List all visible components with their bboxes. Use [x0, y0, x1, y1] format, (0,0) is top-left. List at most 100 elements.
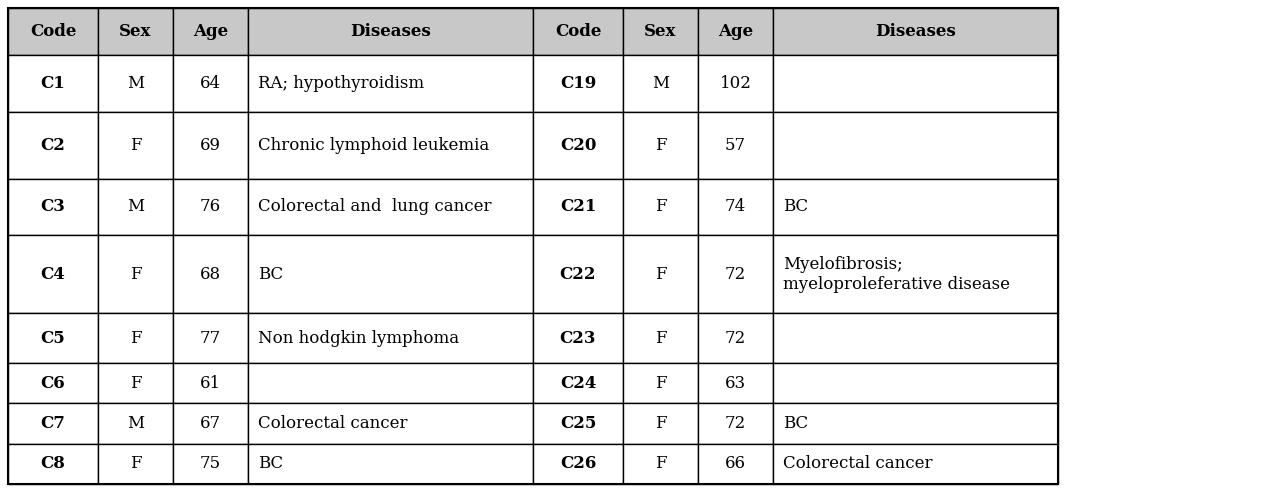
- Text: 61: 61: [199, 375, 221, 392]
- Bar: [8, 363, 98, 403]
- Text: 75: 75: [199, 456, 221, 472]
- Bar: [623, 8, 698, 56]
- Text: 57: 57: [725, 137, 746, 154]
- Text: Code: Code: [30, 23, 76, 40]
- Text: BC: BC: [257, 456, 283, 472]
- Text: 76: 76: [199, 198, 221, 215]
- Bar: [8, 8, 1058, 484]
- Text: Non hodgkin lymphoma: Non hodgkin lymphoma: [257, 330, 459, 347]
- Bar: [8, 313, 98, 363]
- Text: 63: 63: [725, 375, 746, 392]
- Text: C23: C23: [560, 330, 596, 347]
- Bar: [533, 363, 623, 403]
- Text: C5: C5: [41, 330, 66, 347]
- Bar: [172, 56, 248, 112]
- Bar: [8, 235, 98, 313]
- Bar: [773, 179, 1058, 235]
- Bar: [172, 112, 248, 179]
- Text: C19: C19: [560, 75, 596, 92]
- Text: 69: 69: [199, 137, 221, 154]
- Text: F: F: [655, 198, 667, 215]
- Bar: [172, 313, 248, 363]
- Text: M: M: [127, 75, 144, 92]
- Text: C20: C20: [560, 137, 596, 154]
- Text: F: F: [130, 330, 142, 347]
- Text: Sex: Sex: [645, 23, 677, 40]
- Bar: [8, 403, 98, 444]
- Text: Sex: Sex: [120, 23, 152, 40]
- Text: F: F: [655, 137, 667, 154]
- Text: C8: C8: [41, 456, 66, 472]
- Bar: [248, 179, 533, 235]
- Text: 77: 77: [199, 330, 221, 347]
- Text: F: F: [130, 375, 142, 392]
- Text: F: F: [655, 456, 667, 472]
- Bar: [98, 179, 172, 235]
- Text: Colorectal cancer: Colorectal cancer: [257, 415, 408, 432]
- Text: Colorectal and  lung cancer: Colorectal and lung cancer: [257, 198, 492, 215]
- Text: BC: BC: [257, 266, 283, 283]
- Bar: [248, 8, 533, 56]
- Text: 64: 64: [199, 75, 221, 92]
- Text: Code: Code: [555, 23, 601, 40]
- Bar: [773, 313, 1058, 363]
- Bar: [98, 235, 172, 313]
- Bar: [172, 403, 248, 444]
- Bar: [172, 363, 248, 403]
- Text: 102: 102: [719, 75, 752, 92]
- Bar: [773, 8, 1058, 56]
- Bar: [773, 444, 1058, 484]
- Bar: [172, 179, 248, 235]
- Bar: [623, 235, 698, 313]
- Text: 74: 74: [725, 198, 746, 215]
- Text: M: M: [127, 198, 144, 215]
- Bar: [623, 403, 698, 444]
- Text: 68: 68: [199, 266, 221, 283]
- Text: 72: 72: [725, 266, 746, 283]
- Bar: [698, 444, 773, 484]
- Bar: [248, 112, 533, 179]
- Bar: [248, 56, 533, 112]
- Text: Colorectal cancer: Colorectal cancer: [782, 456, 933, 472]
- Bar: [8, 112, 98, 179]
- Text: 66: 66: [725, 456, 746, 472]
- Bar: [623, 179, 698, 235]
- Bar: [248, 444, 533, 484]
- Text: M: M: [127, 415, 144, 432]
- Bar: [698, 112, 773, 179]
- Text: C6: C6: [41, 375, 66, 392]
- Text: C2: C2: [41, 137, 66, 154]
- Bar: [533, 179, 623, 235]
- Text: BC: BC: [782, 415, 808, 432]
- Bar: [698, 56, 773, 112]
- Bar: [8, 8, 98, 56]
- Bar: [698, 179, 773, 235]
- Text: BC: BC: [782, 198, 808, 215]
- Text: Age: Age: [718, 23, 753, 40]
- Text: C25: C25: [560, 415, 596, 432]
- Bar: [623, 313, 698, 363]
- Bar: [98, 56, 172, 112]
- Bar: [698, 403, 773, 444]
- Bar: [533, 235, 623, 313]
- Text: Diseases: Diseases: [350, 23, 431, 40]
- Bar: [8, 56, 98, 112]
- Bar: [248, 235, 533, 313]
- Text: C4: C4: [41, 266, 66, 283]
- Text: F: F: [655, 330, 667, 347]
- Bar: [698, 8, 773, 56]
- Bar: [172, 444, 248, 484]
- Text: C1: C1: [41, 75, 66, 92]
- Bar: [98, 403, 172, 444]
- Text: 67: 67: [199, 415, 221, 432]
- Text: M: M: [653, 75, 669, 92]
- Text: Diseases: Diseases: [875, 23, 956, 40]
- Bar: [698, 313, 773, 363]
- Bar: [623, 444, 698, 484]
- Bar: [98, 8, 172, 56]
- Bar: [248, 403, 533, 444]
- Bar: [172, 235, 248, 313]
- Bar: [698, 363, 773, 403]
- Bar: [533, 112, 623, 179]
- Bar: [248, 363, 533, 403]
